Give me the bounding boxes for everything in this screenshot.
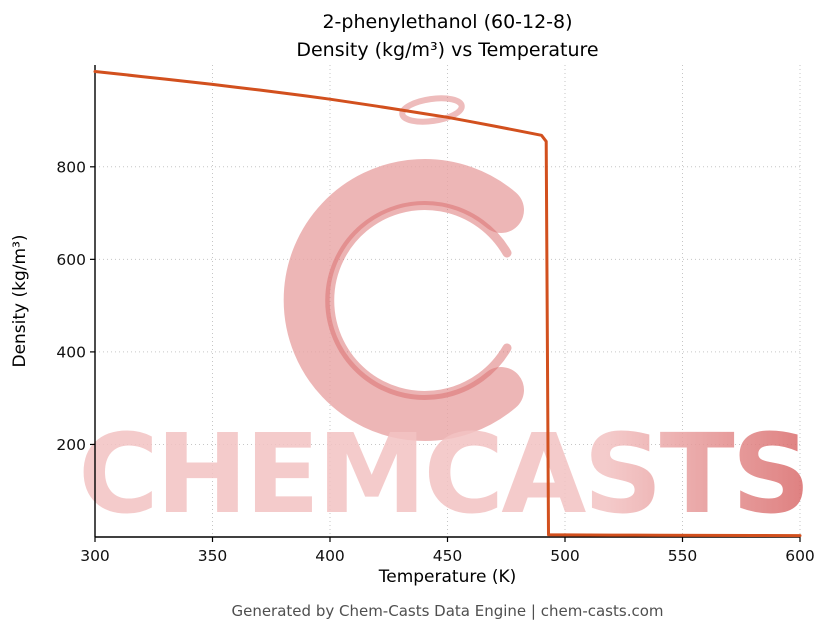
density-line <box>93 70 802 538</box>
x-tick-label: 450 <box>433 547 463 565</box>
watermark-top-swirl <box>399 95 465 125</box>
x-axis-label: Temperature (K) <box>378 567 517 587</box>
y-tick-label: 400 <box>56 343 86 361</box>
chart-title-line1: 2-phenylethanol (60-12-8) <box>322 11 573 33</box>
y-tick-label: 200 <box>56 436 86 454</box>
chemcasts-watermark: CHEMCASTS <box>78 95 811 538</box>
axes: 300 350 400 450 500 550 600 200 400 600 800 <box>56 65 815 565</box>
chart-title: 2-phenylethanol (60-12-8) Density (kg/m³… <box>95 8 800 64</box>
y-axis-label: Density (kg/m³) <box>10 234 30 368</box>
footer-credit: Generated by Chem-Casts Data Engine | ch… <box>231 602 664 620</box>
x-tick-label: 400 <box>315 547 345 565</box>
x-tick-label: 500 <box>550 547 580 565</box>
watermark-monogram-c <box>283 159 524 441</box>
chart-title-line2: Density (kg/m³) vs Temperature <box>296 39 599 61</box>
watermark-monogram-inner-swirl <box>325 201 512 400</box>
x-tick-label: 600 <box>785 547 815 565</box>
watermark-brand-text: CHEMCASTS <box>78 410 808 538</box>
y-tick-label: 800 <box>56 158 86 176</box>
x-tick-label: 550 <box>668 547 698 565</box>
y-tick-label: 600 <box>56 251 86 269</box>
x-tick-label: 300 <box>80 547 110 565</box>
x-tick-label: 350 <box>198 547 228 565</box>
